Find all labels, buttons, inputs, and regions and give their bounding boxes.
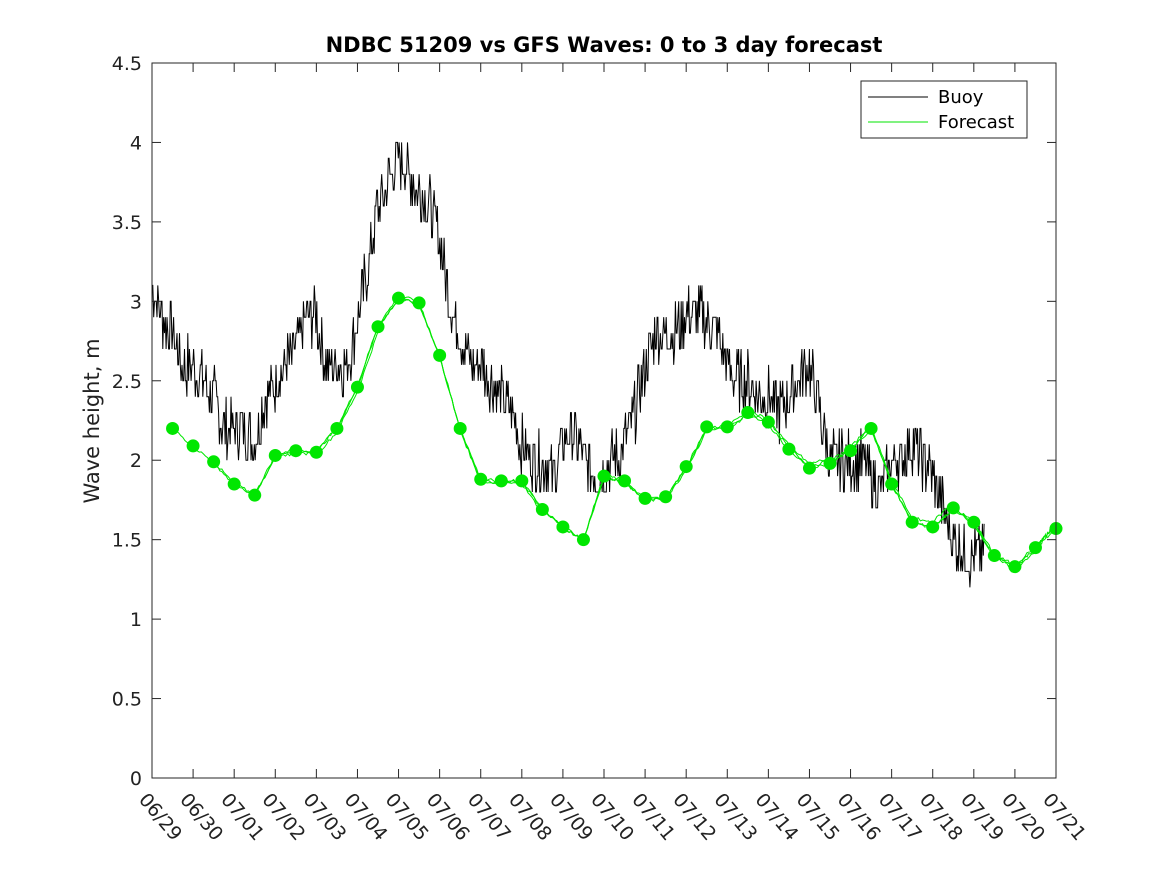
forecast-point	[433, 348, 447, 362]
y-tick-label: 1	[130, 609, 142, 631]
forecast-point	[268, 448, 282, 462]
forecast-point	[802, 461, 816, 475]
legend: Buoy Forecast	[860, 80, 1028, 139]
forecast-point	[946, 501, 960, 515]
forecast-point	[515, 474, 529, 488]
legend-box	[860, 80, 1028, 139]
forecast-point	[1008, 560, 1022, 574]
forecast-point	[556, 520, 570, 534]
forecast-point	[905, 515, 919, 529]
forecast-point	[412, 296, 426, 310]
forecast-point	[392, 291, 406, 305]
forecast-point	[474, 472, 488, 486]
forecast-point	[844, 444, 858, 458]
buoy-series-line	[152, 141, 985, 588]
forecast-point	[576, 533, 590, 547]
forecast-point	[659, 490, 673, 504]
y-tick-label: 2.5	[112, 371, 142, 393]
y-tick-label: 0.5	[112, 689, 142, 711]
forecast-point	[720, 420, 734, 434]
chart-title: NDBC 51209 vs GFS Waves: 0 to 3 day fore…	[326, 33, 883, 57]
forecast-point	[987, 549, 1001, 563]
plot-area	[152, 141, 1063, 588]
forecast-run-line	[994, 528, 1057, 569]
forecast-point	[330, 421, 344, 435]
forecast-point	[864, 421, 878, 435]
legend-buoy-label: Buoy	[938, 87, 984, 108]
y-tick-label: 4	[130, 132, 142, 154]
forecast-point	[761, 415, 775, 429]
forecast-point	[453, 421, 467, 435]
forecast-point	[700, 420, 714, 434]
forecast-point	[885, 477, 899, 491]
forecast-point	[227, 477, 241, 491]
forecast-point	[371, 320, 385, 334]
forecast-point	[638, 491, 652, 505]
y-tick-label: 1.5	[112, 530, 142, 552]
forecast-point	[166, 421, 180, 435]
y-tick-label: 3	[130, 291, 142, 313]
forecast-point	[782, 442, 796, 456]
forecast-point	[350, 380, 364, 394]
y-tick-label: 3.5	[112, 212, 142, 234]
legend-forecast-label: Forecast	[938, 112, 1014, 133]
forecast-point	[207, 455, 221, 469]
forecast-point	[494, 474, 508, 488]
forecast-point	[535, 502, 549, 516]
forecast-point	[618, 474, 632, 488]
y-tick-label: 0	[130, 768, 142, 790]
forecast-point	[186, 439, 200, 453]
forecast-point	[248, 488, 262, 502]
y-tick-label: 2	[130, 450, 142, 472]
forecast-point	[679, 460, 693, 474]
y-tick-label: 4.5	[112, 53, 142, 75]
forecast-point	[289, 444, 303, 458]
forecast-point	[823, 456, 837, 470]
forecast-point	[1028, 541, 1042, 555]
forecast-point	[741, 406, 755, 420]
forecast-point	[926, 520, 940, 534]
forecast-point	[309, 445, 323, 459]
forecast-point	[967, 515, 981, 529]
y-axis-label: Wave height, m	[80, 338, 104, 503]
forecast-point	[597, 469, 611, 483]
